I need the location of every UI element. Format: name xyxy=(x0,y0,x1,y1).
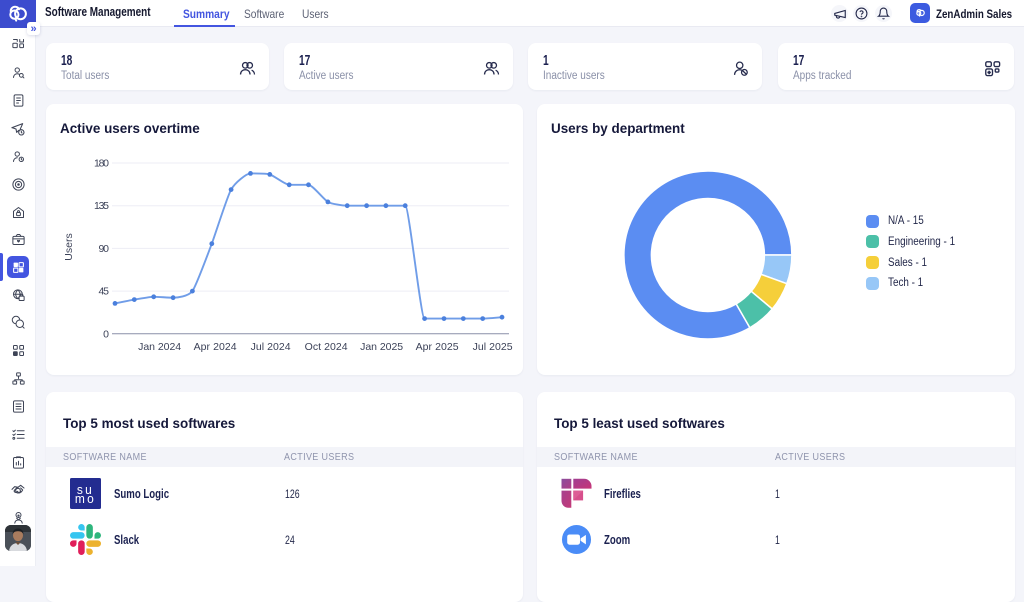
svg-text:180: 180 xyxy=(94,158,109,170)
svg-text:Jul 2025: Jul 2025 xyxy=(473,341,513,353)
svg-text:Jan 2025: Jan 2025 xyxy=(360,341,403,353)
svg-text:135: 135 xyxy=(94,200,109,212)
svg-text:Apr 2025: Apr 2025 xyxy=(416,341,459,353)
svg-text:45: 45 xyxy=(99,286,110,298)
svg-text:0: 0 xyxy=(103,328,109,340)
svg-text:Jul 2024: Jul 2024 xyxy=(251,341,291,353)
svg-text:90: 90 xyxy=(99,243,110,255)
svg-text:Oct 2024: Oct 2024 xyxy=(305,341,348,353)
svg-text:Jan 2024: Jan 2024 xyxy=(138,341,181,353)
svg-text:Apr 2024: Apr 2024 xyxy=(194,341,237,353)
svg-text:Users: Users xyxy=(63,233,75,260)
